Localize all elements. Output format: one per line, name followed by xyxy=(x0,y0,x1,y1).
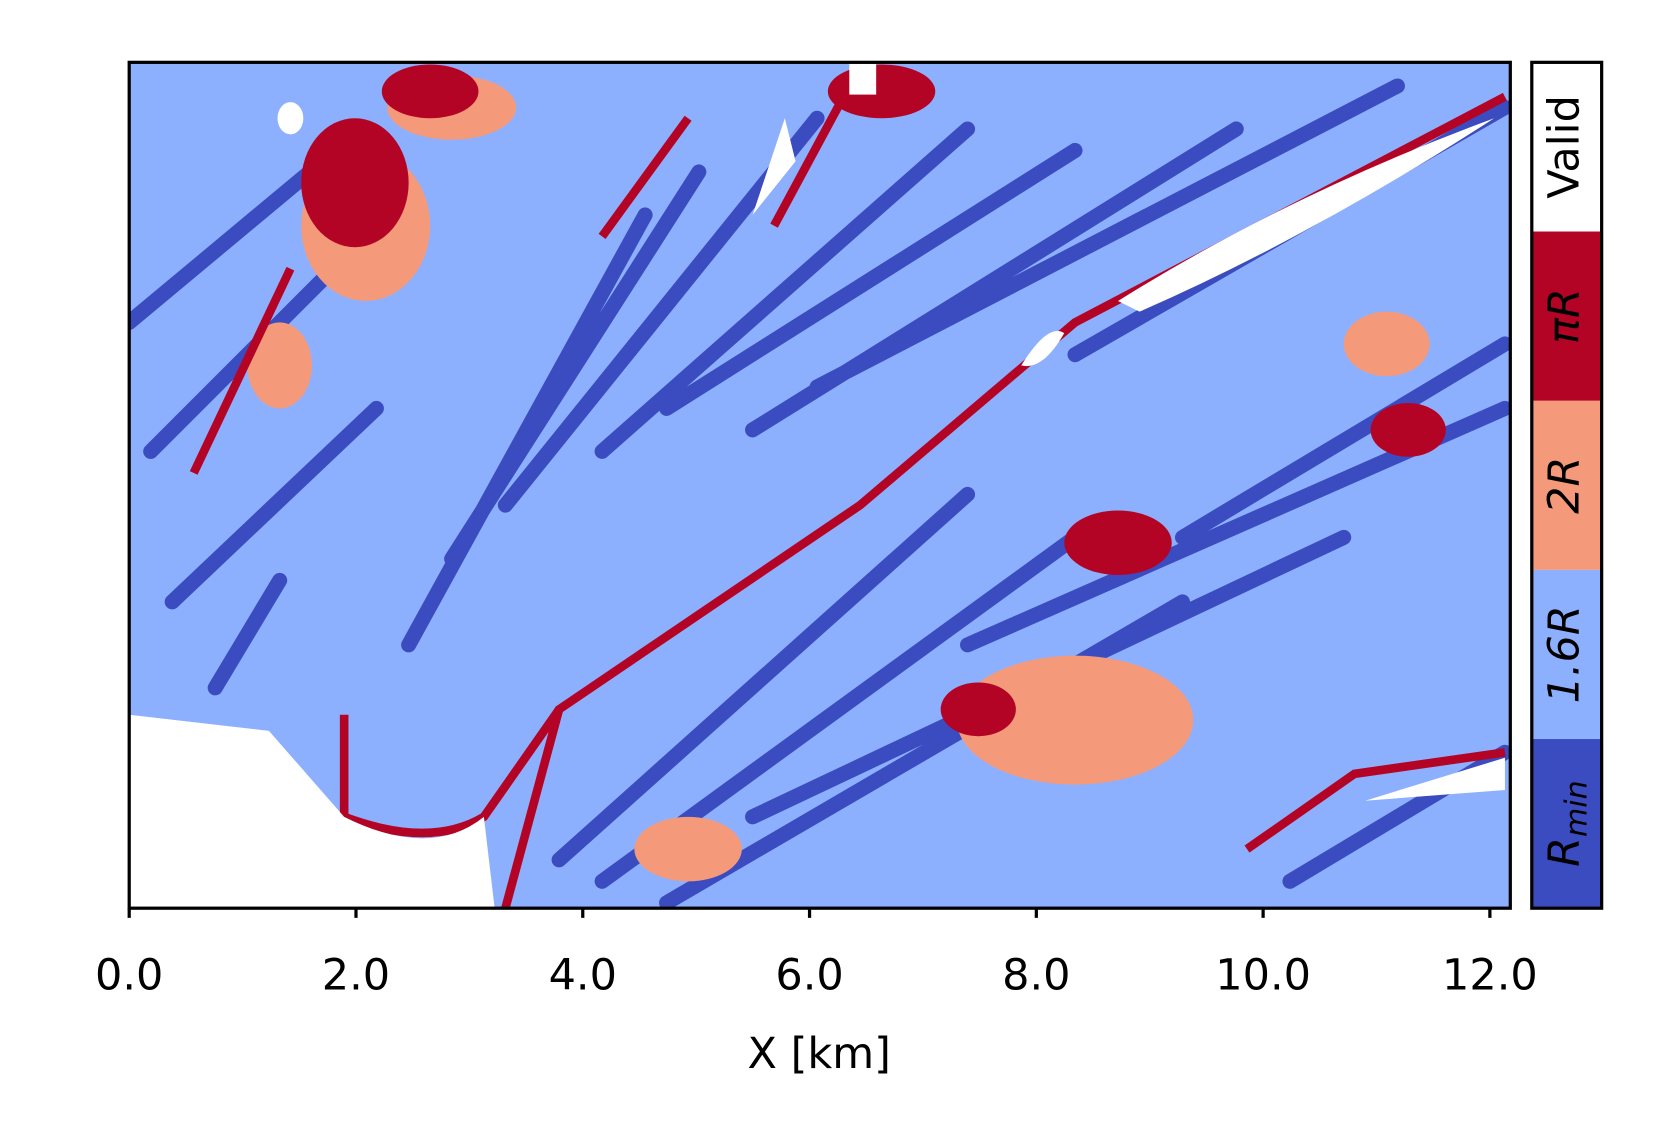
x-tick-label: 6.0 xyxy=(775,951,843,1001)
colorbar-label: Valid xyxy=(1539,95,1589,199)
colorbar-swatch xyxy=(1531,400,1602,570)
colorbar-frame xyxy=(1530,60,1604,910)
colorbar-label-text: R xyxy=(1539,837,1589,867)
colorbar-label: Rmin xyxy=(1539,780,1594,867)
colorbar-swatch xyxy=(1531,231,1602,401)
colorbar-swatch xyxy=(1531,739,1602,909)
x-tick-label: 8.0 xyxy=(1002,951,1070,1001)
x-tick-label: 2.0 xyxy=(322,951,390,1001)
colorbar-label: 2R xyxy=(1539,457,1589,514)
x-tick-label: 12.0 xyxy=(1442,951,1538,1001)
colorbar-label: πR xyxy=(1539,288,1589,344)
colorbar-label-text: πR xyxy=(1539,288,1589,344)
colorbar-label-text: 1.6R xyxy=(1539,605,1589,703)
map-texture xyxy=(129,62,1511,909)
colorbar-swatch xyxy=(1531,62,1602,232)
x-axis-label: X [km] xyxy=(748,1029,891,1079)
colorbar-label-text: 2R xyxy=(1539,457,1589,514)
colorbar-label-text: Valid xyxy=(1539,95,1589,199)
plot-frame xyxy=(127,60,1512,910)
colorbar-swatch xyxy=(1531,569,1602,740)
x-tick-label: 0.0 xyxy=(95,951,163,1001)
x-tick-label: 10.0 xyxy=(1215,951,1311,1001)
colorbar-label: 1.6R xyxy=(1539,605,1589,703)
x-tick-label: 4.0 xyxy=(549,951,617,1001)
colorbar-label-subscript: min xyxy=(1559,780,1594,837)
